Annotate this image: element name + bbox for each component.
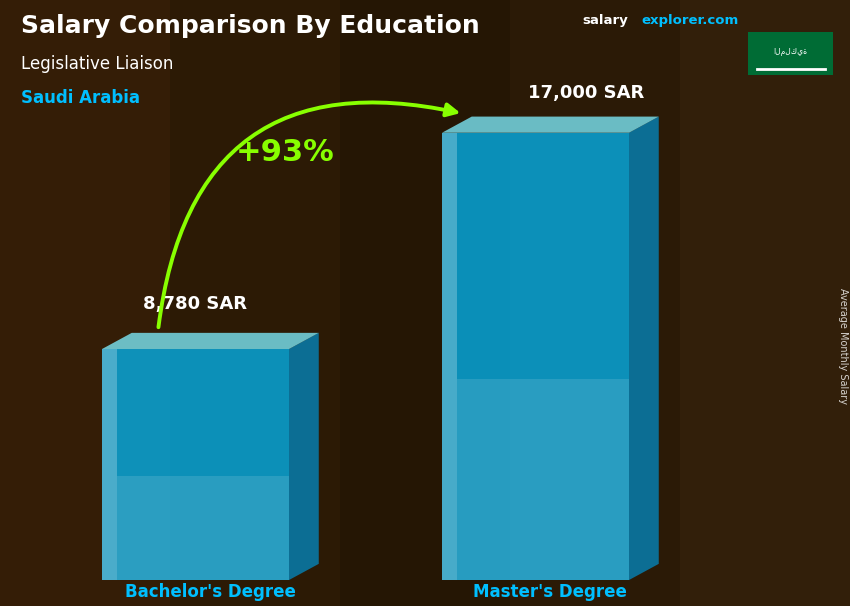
Polygon shape bbox=[102, 349, 117, 580]
Text: +93%: +93% bbox=[235, 138, 335, 167]
Polygon shape bbox=[117, 476, 289, 580]
Polygon shape bbox=[442, 133, 457, 580]
Bar bbox=[680, 0, 850, 606]
Bar bbox=[748, 32, 833, 75]
Text: explorer.com: explorer.com bbox=[642, 15, 739, 27]
Polygon shape bbox=[442, 133, 629, 580]
Polygon shape bbox=[102, 333, 319, 349]
Text: salary: salary bbox=[582, 15, 628, 27]
Polygon shape bbox=[102, 349, 289, 580]
Text: Bachelor's Degree: Bachelor's Degree bbox=[125, 584, 296, 601]
Polygon shape bbox=[442, 116, 659, 133]
Text: Average Monthly Salary: Average Monthly Salary bbox=[838, 288, 848, 404]
Text: Salary Comparison By Education: Salary Comparison By Education bbox=[21, 15, 480, 38]
Text: 8,780 SAR: 8,780 SAR bbox=[144, 295, 247, 313]
Bar bbox=[170, 0, 340, 606]
Bar bbox=[340, 0, 510, 606]
Text: الملكية: الملكية bbox=[774, 47, 807, 56]
Bar bbox=[510, 0, 680, 606]
Text: Legislative Liaison: Legislative Liaison bbox=[21, 55, 173, 73]
Text: 17,000 SAR: 17,000 SAR bbox=[529, 84, 644, 102]
Polygon shape bbox=[289, 333, 319, 580]
Polygon shape bbox=[629, 116, 659, 580]
Text: Saudi Arabia: Saudi Arabia bbox=[21, 90, 140, 107]
Bar bbox=[0, 0, 170, 606]
Text: Master's Degree: Master's Degree bbox=[473, 584, 627, 601]
Polygon shape bbox=[457, 379, 629, 580]
